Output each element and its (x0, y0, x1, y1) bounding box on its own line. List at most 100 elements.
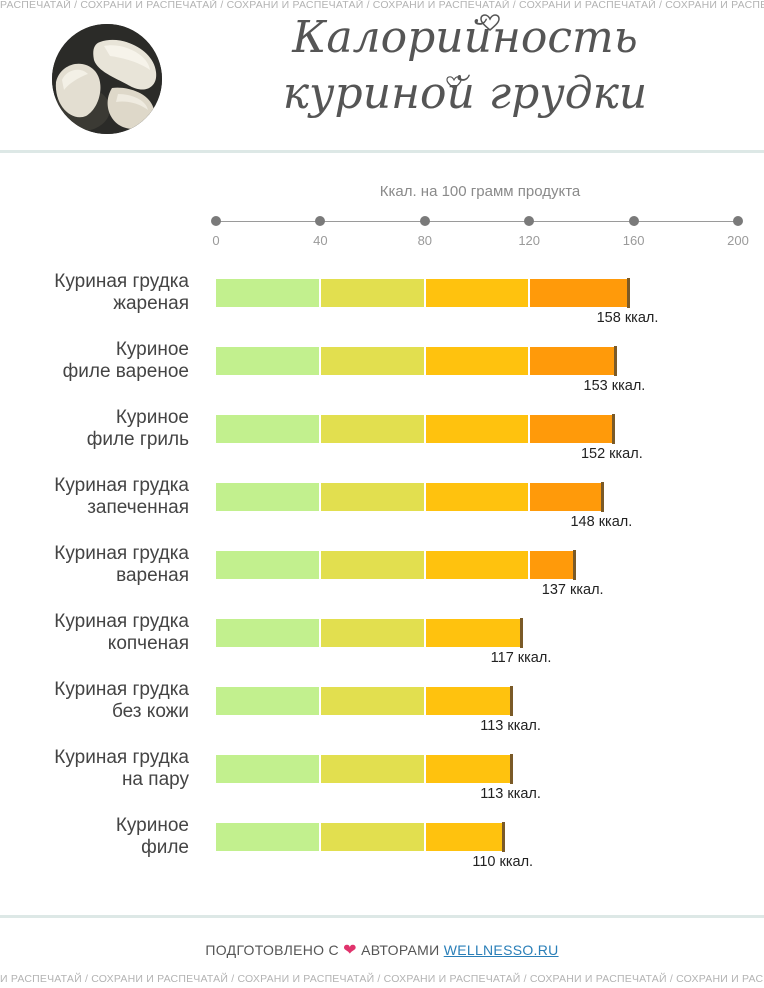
bar-segment (320, 687, 425, 715)
chicken-breast-photo (52, 24, 162, 134)
category-label-line: вареная (116, 565, 189, 586)
x-tick-label: 0 (212, 233, 220, 248)
x-tick-label: 120 (518, 233, 541, 248)
bar-segment-divider (423, 415, 426, 443)
bar-segment (424, 279, 530, 307)
bar-end-marker (502, 822, 506, 852)
axis-dot (211, 216, 221, 226)
footer-middle: АВТОРАМИ (361, 942, 440, 958)
bar-segment-divider (319, 687, 322, 715)
x-tick-label: 160 (622, 233, 645, 248)
bar-end-marker (601, 482, 605, 512)
bar-segment (424, 619, 522, 647)
watermark-ticker-bottom: И РАСПЕЧАТАЙ / СОХРАНИ И РАСПЕЧАТАЙ / СО… (0, 973, 764, 985)
bar-segment-divider (423, 347, 426, 375)
category-label-line: филе вареное (62, 361, 189, 382)
bar-value-label: 158 ккал. (596, 310, 659, 326)
decorative-heart-icon-small (446, 76, 462, 90)
category-label-line: Куриная грудка (54, 747, 189, 768)
bar-segment (320, 483, 425, 511)
bar-segment-divider (423, 687, 426, 715)
bar-segment-divider (319, 551, 322, 579)
wellnesso-link[interactable]: WELLNESSO.RU (443, 942, 559, 958)
bar-segment-divider (423, 619, 426, 647)
bar-segment (320, 823, 425, 851)
bar-segment (424, 823, 504, 851)
bar-segment (216, 347, 321, 375)
bar-segment (424, 483, 530, 511)
bar-segment-divider (319, 755, 322, 783)
bar-value-label: 148 ккал. (570, 514, 633, 530)
bar-segment-divider (528, 551, 531, 579)
category-label-line: Куриное (115, 339, 189, 360)
axis-dot (524, 216, 535, 226)
bar-segment (320, 551, 425, 579)
bar-end-marker (572, 550, 576, 580)
bar-segment-divider (319, 279, 322, 307)
bar-segment (320, 755, 425, 783)
page-title: Калорийность куриной грудки (250, 10, 680, 122)
bar-segment-divider (423, 755, 426, 783)
category-label-line: филе гриль (86, 429, 189, 450)
bar-category-label: Куриное филе (10, 815, 189, 859)
bar-segment-divider (528, 347, 531, 375)
bar-category-label: Куриное филе гриль (10, 407, 189, 451)
category-label-line: запеченная (87, 497, 189, 518)
heart-icon: ❤ (343, 942, 357, 959)
bar-segment-divider (319, 823, 322, 851)
axis-line (216, 221, 738, 222)
bar-segment-divider (319, 347, 322, 375)
axis-dot (628, 216, 639, 226)
x-tick-label: 40 (313, 233, 328, 248)
bar-segment-divider (423, 279, 426, 307)
bar-segment (529, 279, 629, 307)
bar-value-label: 153 ккал. (583, 378, 646, 394)
bar-segment (529, 551, 574, 579)
bar-category-label: Куриное филе вареное (10, 339, 189, 383)
category-label-line: копченая (107, 633, 189, 654)
watermark-ticker-top: РАСПЕЧАТАЙ / СОХРАНИ И РАСПЕЧАТАЙ / СОХР… (0, 0, 764, 11)
x-tick-label: 200 (727, 233, 749, 248)
x-tick-label: 80 (417, 233, 433, 248)
bar-segment (424, 347, 530, 375)
bar-value-label: 152 ккал. (580, 446, 643, 462)
bar-end-marker (614, 346, 618, 376)
category-label-line: филе (141, 837, 189, 858)
bar-segment-divider (528, 415, 531, 443)
bar-value-label: 110 ккал. (472, 854, 534, 870)
axis-dot (315, 216, 326, 226)
axis-caption: Ккал. на 100 грамм продукта (379, 183, 581, 200)
category-label-line: на пару (121, 769, 189, 790)
bar-segment (320, 415, 425, 443)
category-label-line: Куриная грудка (54, 543, 189, 564)
bar-segment (216, 687, 321, 715)
bar-end-marker (627, 278, 631, 308)
bar-end-marker (509, 686, 513, 716)
bar-segment-divider (319, 619, 322, 647)
category-label-line: жареная (113, 293, 189, 314)
footer-divider (0, 915, 764, 918)
bar-segment-divider (423, 823, 426, 851)
header-divider (0, 150, 764, 153)
footer-prefix: ПОДГОТОВЛЕНО С (205, 942, 339, 958)
bar-value-label: 113 ккал. (480, 786, 541, 802)
bar-segment (320, 347, 425, 375)
bar-segment-divider (528, 483, 531, 511)
bar-segment (529, 483, 603, 511)
bar-segment (529, 347, 616, 375)
bar-category-label: Куриная грудка вареная (10, 543, 189, 587)
bar-end-marker (611, 414, 615, 444)
bar-category-label: Куриная грудка копченая (10, 611, 189, 655)
bar-segment (424, 415, 530, 443)
bar-value-label: 113 ккал. (480, 718, 541, 734)
bar-segment-divider (528, 279, 531, 307)
bar-value-label: 137 ккал. (541, 582, 604, 598)
bar-segment (216, 823, 321, 851)
bar-category-label: Куриная грудка запеченная (10, 475, 189, 519)
bar-segment-divider (423, 483, 426, 511)
bar-category-label: Куриная грудка без кожи (10, 679, 189, 723)
category-label-line: Куриная грудка (54, 475, 189, 496)
bar-value-label: 117 ккал. (490, 650, 552, 666)
title-line-2: куриной грудки (282, 68, 648, 119)
decorative-heart-icon (480, 14, 500, 31)
